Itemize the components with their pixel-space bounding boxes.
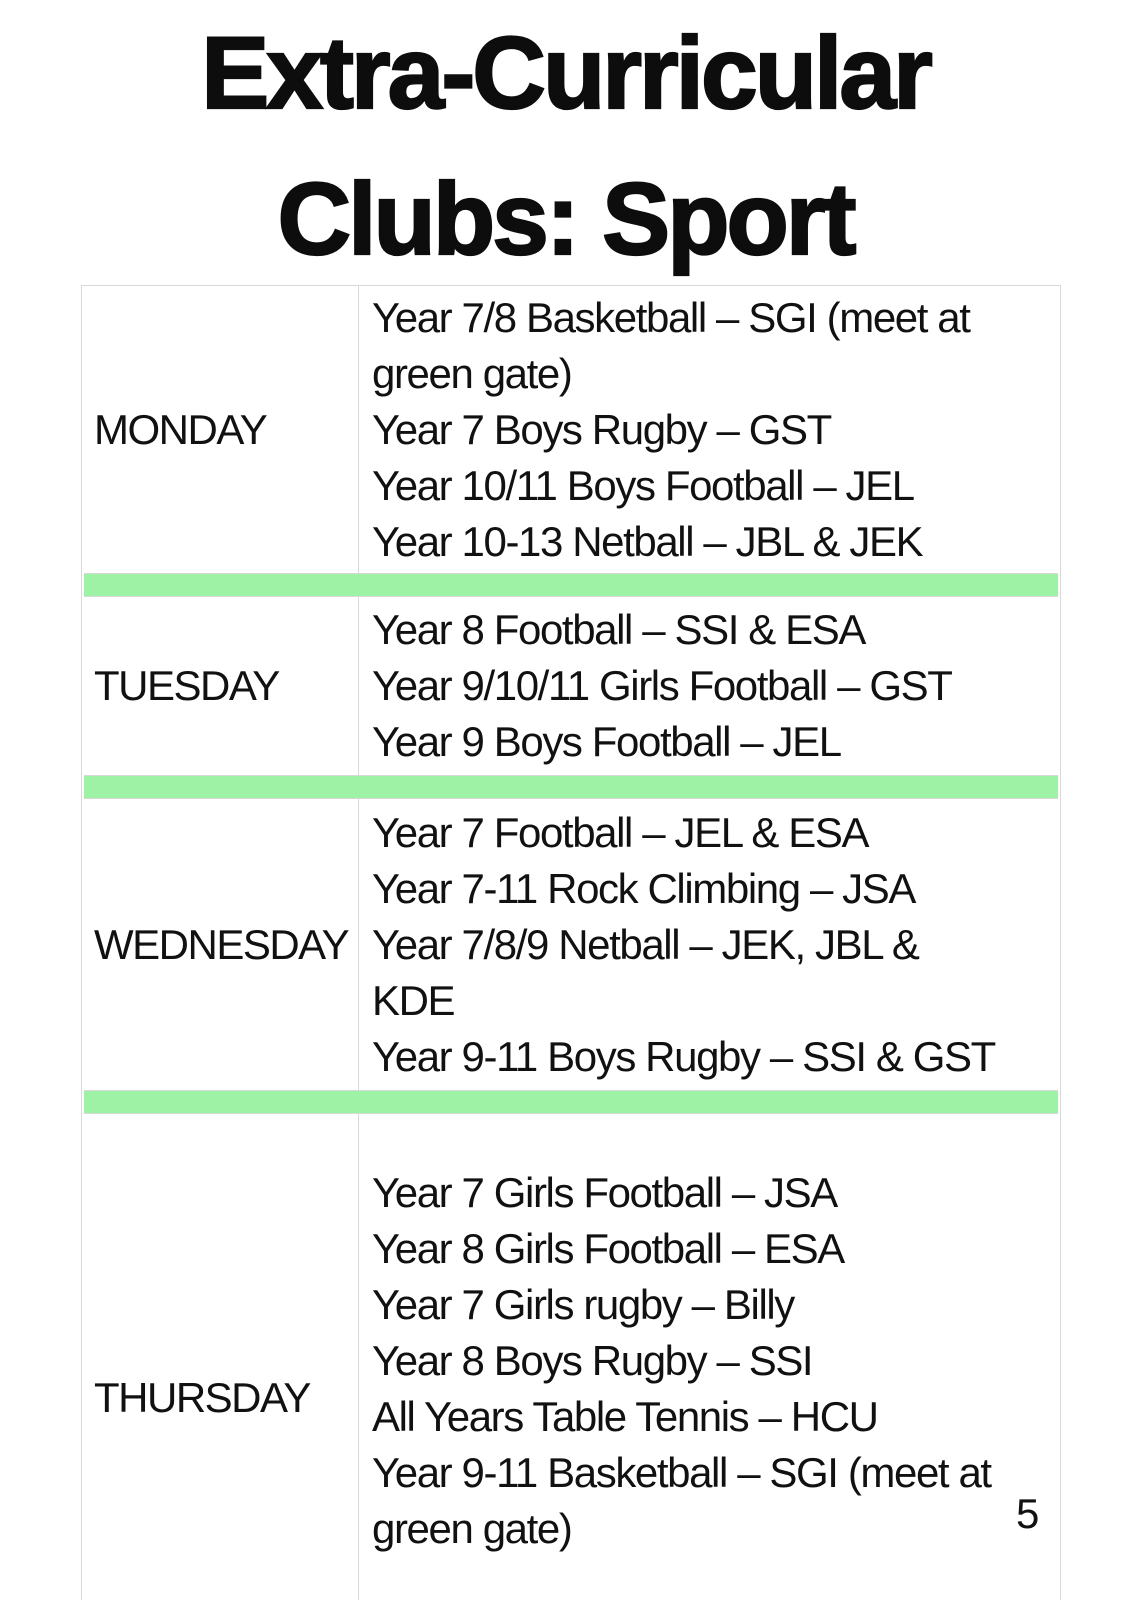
activity-line: Year 8 Girls Football – ESA <box>372 1225 845 1272</box>
day-cell-thursday: THURSDAY <box>82 1114 359 1600</box>
activity-line: Year 7 Girls Football – JSA <box>372 1169 838 1216</box>
day-cell-monday: MONDAY <box>82 286 359 573</box>
activity-line: Year 8 Boys Rugby – SSI <box>372 1337 814 1384</box>
activity-line: Year 7/8/9 Netball – JEK, JBL & <box>372 920 920 968</box>
activity-line: KDE <box>372 976 456 1024</box>
activity-line: Year 9 Boys Football – JEL <box>372 718 842 765</box>
day-cell-wednesday: WEDNESDAY <box>82 799 359 1090</box>
schedule-table: MONDAY Year 7/8 Basketball – SGI (meet a… <box>81 285 1061 1600</box>
activities-cell-thursday: Year 7 Girls Football – JSA Year 8 Girls … <box>359 1114 1060 1600</box>
activity-line: Year 10/11 Boys Football – JEL <box>372 461 915 509</box>
page-title: Extra-Curricular Clubs: Sport <box>0 0 1131 292</box>
table-row-thursday: THURSDAY Year 7 Girls Football – JSA Year… <box>82 1114 1060 1600</box>
activity-line: Year 7 Boys Rugby – GST <box>372 405 832 453</box>
day-cell-tuesday: TUESDAY <box>82 597 359 775</box>
green-divider <box>84 1090 1058 1114</box>
activity-line: Year 8 Football – SSI & ESA <box>372 606 866 653</box>
activity-line: Year 7 Football – JEL & ESA <box>372 808 869 856</box>
activity-line: Year 7 Girls rugby – Billy <box>372 1281 795 1328</box>
activity-line: green gate) <box>372 349 573 397</box>
activity-line: Year 7/8 Basketball – SGI (meet at <box>372 293 971 341</box>
activities-cell-wednesday: Year 7 Football – JEL & ESA Year 7-11 Roc… <box>359 799 1060 1090</box>
page-title-line-1: Extra-Curricular <box>200 15 934 131</box>
page-title-line-2: Clubs: Sport <box>276 161 857 277</box>
activity-line: All Years Table Tennis – HCU <box>372 1393 879 1440</box>
page-number: 5 <box>1016 1490 1040 1537</box>
activities-cell-tuesday: Year 8 Football – SSI & ESA Year 9/10/11 … <box>359 597 1060 775</box>
green-divider <box>84 775 1058 799</box>
table-row-monday: MONDAY Year 7/8 Basketball – SGI (meet a… <box>82 286 1060 573</box>
activity-line: Year 9-11 Boys Rugby – SSI & GST <box>372 1032 996 1080</box>
table-row-wednesday: WEDNESDAY Year 7 Football – JEL & ESA Yea… <box>82 799 1060 1090</box>
activities-cell-monday: Year 7/8 Basketball – SGI (meet at green … <box>359 286 1060 573</box>
activity-line: Year 10-13 Netball – JBL & JEK <box>372 517 924 565</box>
green-divider <box>84 573 1058 597</box>
activity-line: Year 9-11 Basketball – SGI (meet at <box>372 1449 992 1496</box>
activity-line: green gate) <box>372 1505 573 1552</box>
activity-line: Year 9/10/11 Girls Football – GST <box>372 662 953 709</box>
activity-line: Year 7-11 Rock Climbing – JSA <box>372 864 916 912</box>
table-row-tuesday: TUESDAY Year 8 Football – SSI & ESA Year … <box>82 597 1060 775</box>
